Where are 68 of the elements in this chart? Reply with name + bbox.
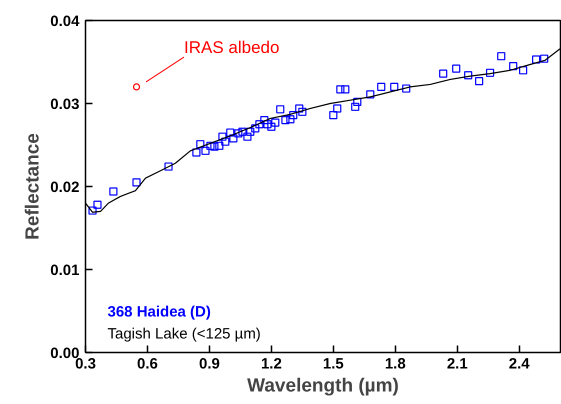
point	[276, 105, 284, 114]
point	[109, 187, 118, 196]
point	[215, 142, 224, 150]
point	[267, 122, 276, 131]
point	[390, 82, 398, 91]
point	[226, 128, 234, 137]
point	[218, 132, 227, 141]
point	[192, 148, 200, 157]
text: Tagish Lake (<125 µm)	[108, 326, 261, 342]
point	[540, 54, 548, 63]
y-tick-label: 0.04	[50, 13, 80, 30]
point	[497, 52, 506, 60]
point	[196, 140, 204, 148]
point	[246, 128, 254, 136]
x-tick-label: 0.9	[198, 356, 220, 372]
point	[475, 76, 484, 86]
point	[251, 124, 260, 132]
point	[439, 70, 448, 78]
point	[377, 82, 386, 91]
point	[336, 85, 344, 94]
point	[201, 146, 210, 155]
point	[221, 138, 230, 146]
point	[238, 128, 247, 136]
point	[286, 115, 294, 124]
y-tick-label: 0.01	[50, 262, 80, 279]
point	[132, 178, 141, 186]
point	[452, 64, 460, 73]
point	[132, 83, 140, 90]
point	[206, 142, 215, 150]
point	[234, 129, 242, 138]
text: 368 Haidea (D)	[108, 304, 211, 320]
point	[263, 120, 272, 128]
point	[329, 111, 338, 120]
point	[509, 62, 518, 70]
point	[298, 108, 306, 116]
x-tick-label: 1.2	[260, 356, 282, 372]
y-tick-label: 0.03	[50, 96, 80, 113]
x-tick-label: 0.6	[137, 356, 158, 372]
x-tick-label: 2.1	[446, 356, 468, 372]
text: IRAS albedo	[184, 38, 280, 58]
point	[243, 132, 252, 141]
point	[255, 120, 264, 128]
point	[519, 66, 528, 74]
x-axis-title: Wavelength (µm)	[247, 376, 399, 396]
point	[229, 134, 238, 142]
point	[295, 104, 304, 113]
x-tick-label: 2.4	[508, 356, 530, 372]
point	[351, 102, 360, 111]
point	[341, 85, 350, 94]
point	[271, 118, 280, 127]
y-tick-label: 0.02	[50, 179, 80, 196]
point	[164, 162, 173, 171]
point	[281, 116, 290, 124]
x-tick-label: 1.8	[384, 356, 406, 372]
y-axis-title: Reflectance	[22, 133, 44, 240]
point	[289, 111, 298, 120]
point	[333, 104, 342, 113]
point	[93, 200, 102, 209]
point	[402, 84, 410, 93]
point	[532, 55, 540, 64]
point	[486, 68, 494, 77]
point	[260, 116, 268, 124]
point	[353, 98, 362, 106]
point	[366, 90, 374, 98]
x-tick-label: 1.5	[322, 356, 344, 372]
point	[210, 142, 218, 151]
point	[88, 206, 97, 215]
point	[464, 71, 472, 80]
